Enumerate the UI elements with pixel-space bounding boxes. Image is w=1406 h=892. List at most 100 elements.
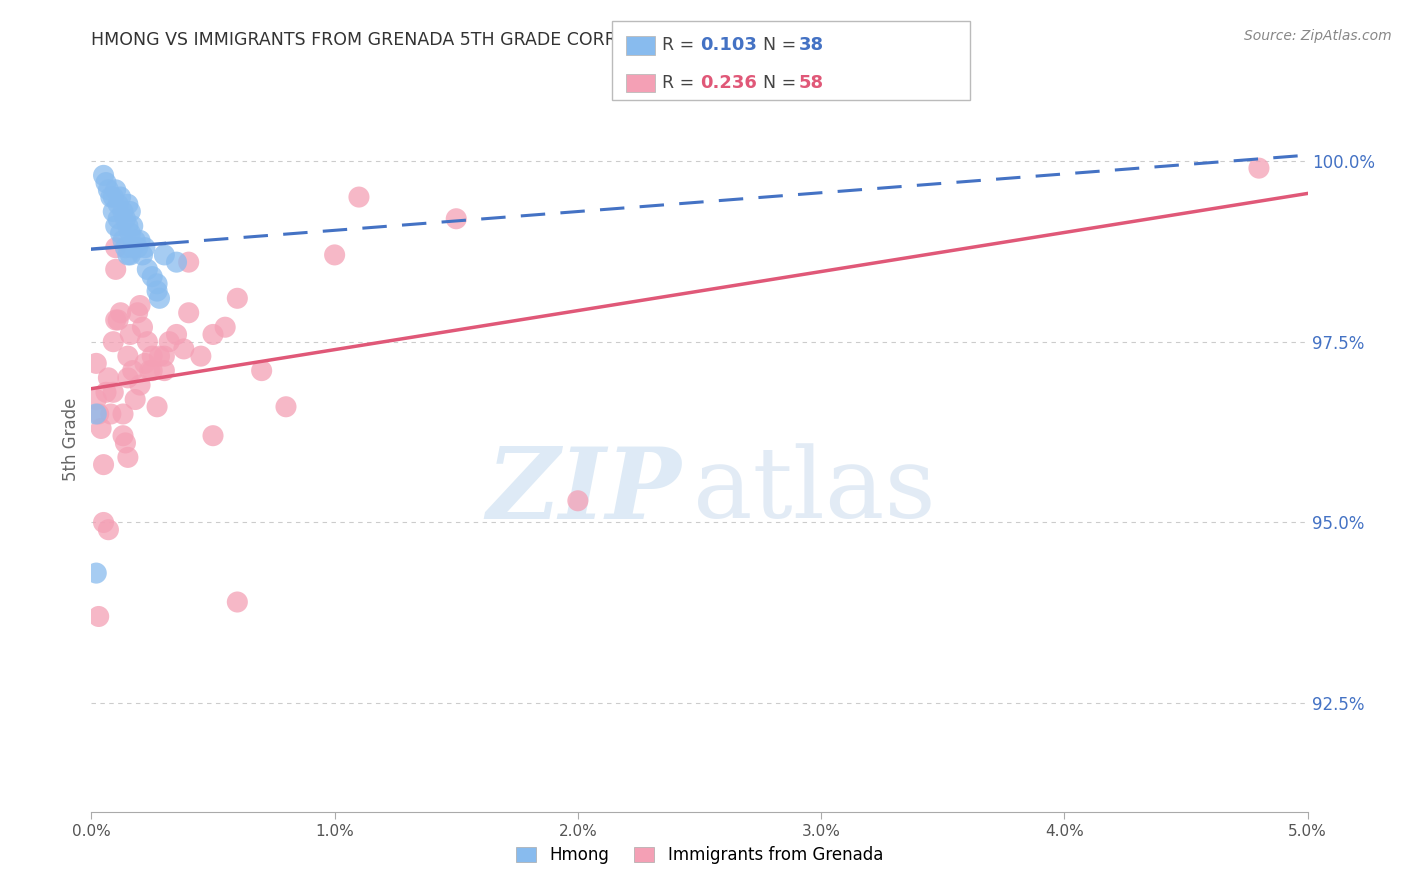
Point — [347, 190, 370, 204]
Point — [177, 306, 200, 320]
Text: 58: 58 — [799, 74, 824, 92]
Point — [107, 313, 129, 327]
Point — [129, 378, 152, 392]
Point — [141, 349, 163, 363]
Point — [93, 169, 115, 183]
Point — [107, 211, 129, 226]
Point — [131, 248, 153, 262]
Point — [177, 255, 200, 269]
Point — [121, 241, 143, 255]
Point — [226, 291, 249, 305]
Point — [110, 306, 132, 320]
Point — [127, 306, 149, 320]
Point — [90, 421, 112, 435]
Point — [202, 327, 225, 342]
Point — [127, 241, 149, 255]
Point — [157, 334, 180, 349]
Point — [107, 197, 129, 211]
Text: 0.103: 0.103 — [700, 36, 756, 54]
Point — [104, 219, 127, 233]
Point — [141, 269, 163, 284]
Point — [111, 234, 134, 248]
Point — [114, 211, 136, 226]
Point — [146, 277, 169, 291]
Point — [84, 392, 107, 407]
Point — [97, 183, 120, 197]
Point — [274, 400, 297, 414]
Point — [110, 226, 132, 240]
Point — [120, 204, 142, 219]
Point — [103, 334, 125, 349]
Point — [87, 407, 110, 421]
Point — [117, 219, 139, 233]
Point — [103, 204, 125, 219]
Point — [94, 176, 117, 190]
Point — [153, 363, 176, 377]
Point — [114, 241, 136, 255]
Point — [97, 371, 120, 385]
Point — [104, 262, 127, 277]
Point — [104, 313, 127, 327]
Point — [117, 371, 139, 385]
Point — [97, 523, 120, 537]
Point — [84, 356, 107, 370]
Point — [120, 327, 142, 342]
Point — [104, 183, 127, 197]
Point — [121, 363, 143, 377]
Point — [117, 349, 139, 363]
Text: Source: ZipAtlas.com: Source: ZipAtlas.com — [1244, 29, 1392, 43]
Text: R =: R = — [662, 36, 700, 54]
Point — [129, 299, 152, 313]
Point — [146, 400, 169, 414]
Point — [84, 566, 107, 580]
Text: 38: 38 — [799, 36, 824, 54]
Text: N =: N = — [763, 36, 803, 54]
Point — [173, 342, 195, 356]
Point — [120, 226, 142, 240]
Point — [110, 190, 132, 204]
Point — [114, 436, 136, 450]
Point — [117, 197, 139, 211]
Y-axis label: 5th Grade: 5th Grade — [62, 398, 80, 481]
Point — [444, 211, 467, 226]
Text: HMONG VS IMMIGRANTS FROM GRENADA 5TH GRADE CORRELATION CHART: HMONG VS IMMIGRANTS FROM GRENADA 5TH GRA… — [91, 31, 756, 49]
Point — [153, 248, 176, 262]
Point — [146, 284, 169, 298]
Point — [94, 385, 117, 400]
Point — [323, 248, 346, 262]
Point — [111, 428, 134, 442]
Text: atlas: atlas — [693, 443, 936, 540]
Point — [120, 248, 142, 262]
Point — [117, 248, 139, 262]
Point — [121, 219, 143, 233]
Point — [166, 255, 188, 269]
Point — [100, 190, 122, 204]
Point — [124, 392, 146, 407]
Point — [1247, 161, 1270, 175]
Point — [250, 363, 273, 377]
Point — [136, 262, 159, 277]
Point — [134, 356, 156, 370]
Point — [124, 234, 146, 248]
Point — [139, 363, 162, 377]
Point — [148, 291, 170, 305]
Point — [129, 234, 152, 248]
Point — [100, 407, 122, 421]
Text: 0.236: 0.236 — [700, 74, 756, 92]
Point — [134, 241, 156, 255]
Point — [202, 428, 225, 442]
Point — [214, 320, 236, 334]
Point — [87, 609, 110, 624]
Point — [93, 516, 115, 530]
Point — [111, 204, 134, 219]
Point — [131, 320, 153, 334]
Point — [166, 327, 188, 342]
Point — [93, 458, 115, 472]
Text: R =: R = — [662, 74, 700, 92]
Point — [190, 349, 212, 363]
Point — [148, 349, 170, 363]
Point — [103, 190, 125, 204]
Text: ZIP: ZIP — [486, 443, 682, 540]
Point — [136, 334, 159, 349]
Point — [84, 407, 107, 421]
